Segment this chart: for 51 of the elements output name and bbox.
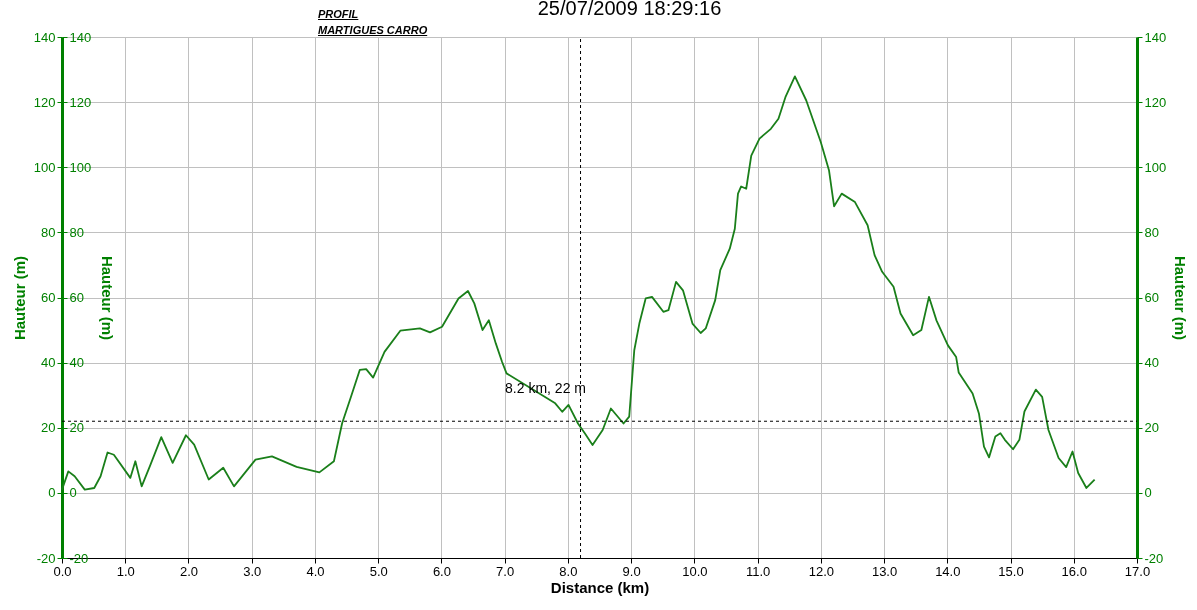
y-tick-label: 80 [41, 224, 56, 240]
x-tick-label: 0.0 [53, 563, 72, 579]
y-tick-label: 40 [41, 355, 56, 371]
y2-tick-label: 40 [69, 355, 84, 371]
y2-tick-label: 100 [69, 159, 92, 175]
y3-tick-label: 80 [1144, 224, 1159, 240]
text: MARTIGUES CARRO [318, 23, 428, 38]
x-tick-label: 13.0 [871, 563, 898, 579]
x-tick-label: 14.0 [935, 563, 961, 579]
y3-axis-title: Hauteur (m) [99, 255, 117, 341]
y3-tick-label: 0 [1144, 485, 1152, 501]
x-tick-label: 11.0 [745, 563, 771, 579]
y2-tick-label: 60 [69, 290, 84, 305]
x-tick-label: 1.0 [116, 563, 135, 579]
y3-tick-label: -20 [1144, 550, 1164, 566]
x-tick-label: 15.0 [998, 563, 1024, 579]
y2-tick-label: 20 [69, 420, 84, 436]
x-tick-label: 12.0 [808, 563, 834, 579]
y3-tick-label: 60 [1144, 290, 1159, 305]
y3-tick-label: 20 [1144, 420, 1159, 436]
x-tick-label: 6.0 [432, 563, 451, 579]
x-tick-label: 4.0 [306, 563, 325, 579]
y-tick-label: 0 [48, 485, 56, 501]
y3-tick-label: 120 [1144, 94, 1167, 110]
y2-axis-title: Hauteur (m) [1172, 255, 1190, 341]
text: PROFIL [318, 7, 360, 22]
x-tick-label: 7.0 [496, 563, 515, 579]
x-tick-label: 3.0 [243, 563, 262, 579]
y-tick-label: 140 [33, 29, 56, 45]
x-tick-label: 17.0 [1124, 563, 1151, 579]
y2-tick-label: 80 [69, 224, 84, 240]
y-axis-title: Hauteur (m) [10, 255, 28, 341]
y2-tick-label: 140 [69, 29, 92, 45]
x-tick-label: 2.0 [179, 563, 199, 579]
x-axis-title: Distance (km) [550, 578, 650, 596]
y3-tick-label: 140 [1144, 29, 1167, 45]
x-tick-label: 8.0 [559, 563, 578, 579]
x-tick-label: 10.0 [682, 563, 708, 579]
y2-tick-label: 120 [69, 94, 92, 110]
x-tick-label: 5.0 [369, 563, 388, 579]
x-tick-label: 9.0 [622, 563, 641, 579]
y3-tick-label: 40 [1144, 355, 1159, 371]
y-tick-label: 120 [33, 94, 56, 110]
y3-tick-label: 100 [1144, 159, 1167, 175]
y2-tick-label: 0 [69, 485, 77, 501]
y-tick-label: 100 [33, 159, 56, 175]
y-tick-label: 20 [41, 420, 56, 436]
y-tick-label: -20 [36, 550, 56, 566]
chart-title: 25/07/2009 18:29:16 [537, 0, 722, 19]
x-tick-label: 16.0 [1061, 563, 1087, 579]
y-tick-label: 60 [41, 290, 56, 305]
